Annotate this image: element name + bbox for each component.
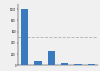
- Bar: [74, 64, 82, 65]
- Bar: [88, 64, 95, 65]
- Bar: [61, 62, 68, 65]
- Bar: [21, 9, 28, 65]
- Bar: [34, 61, 42, 65]
- Bar: [48, 51, 55, 65]
